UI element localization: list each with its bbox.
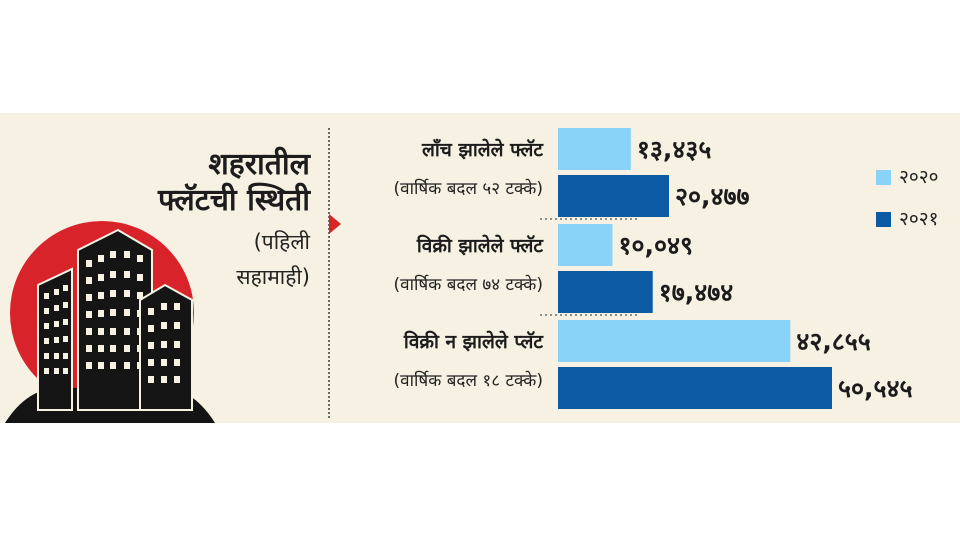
category-label: लाँच झालेले फ्लॅट: [421, 138, 544, 161]
value-label: ५०,५४५: [838, 374, 913, 403]
category-label: विक्री झालेले फ्लॅट: [416, 234, 545, 257]
legend-swatch-2020: [876, 170, 891, 185]
chart-title-line2: फ्लॅटची स्थिती: [157, 183, 310, 218]
legend-item-2021: २०२१: [876, 205, 939, 231]
category-note: (वार्षिक बदल १८ टक्के): [394, 370, 543, 391]
value-label: २०,४७७: [675, 182, 750, 211]
pointer-arrow-icon: [329, 214, 341, 234]
bar-२०२०-1: [558, 224, 613, 266]
category-note: (वार्षिक बदल ७४ टक्के): [394, 274, 543, 295]
legend-label-2021: २०२१: [899, 208, 939, 230]
legend-label-2020: २०२०: [899, 166, 939, 188]
bar-२०२१-1: [558, 271, 653, 313]
category-note: (वार्षिक बदल ५२ टक्के): [394, 178, 543, 199]
bar-२०२०-2: [558, 320, 791, 362]
value-label: १३,४३५: [637, 135, 712, 164]
chart-subtitle-line2: सहामाही): [236, 265, 310, 289]
legend-swatch-2021: [876, 212, 891, 227]
value-label: १०,०४९: [618, 231, 693, 260]
bar-२०२१-0: [558, 175, 670, 217]
panel-divider: [328, 128, 330, 418]
value-label: ४२,८५५: [796, 327, 871, 356]
bar-२०२१-2: [558, 367, 832, 409]
chart-subtitle-line1: (पहिली: [253, 230, 310, 254]
category-label: विक्री न झालेले प्लॅट: [403, 330, 545, 353]
value-label: १७,४७४: [659, 278, 734, 307]
legend-item-2020: २०२०: [876, 163, 939, 189]
city-skyline-icon: [5, 221, 215, 423]
chart-title-line1: शहरातील: [208, 147, 310, 182]
bar-२०२०-0: [558, 128, 631, 170]
